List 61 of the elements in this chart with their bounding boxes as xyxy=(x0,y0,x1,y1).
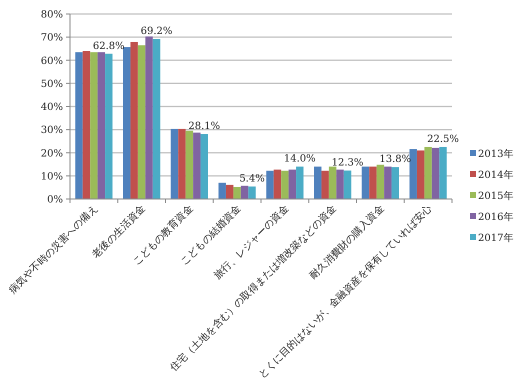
bar xyxy=(105,54,112,199)
y-tick-label: 20% xyxy=(40,148,63,160)
data-label: 62.8% xyxy=(92,40,125,52)
bar xyxy=(424,146,432,199)
bar xyxy=(170,128,178,199)
bar xyxy=(369,166,377,199)
bar xyxy=(314,166,322,199)
bar xyxy=(193,132,201,199)
bar xyxy=(130,42,138,199)
bar xyxy=(439,146,447,199)
legend-label: 2015年 xyxy=(478,190,514,202)
y-tick-label: 0% xyxy=(47,194,63,206)
bar xyxy=(416,150,424,199)
bar xyxy=(218,182,226,199)
data-label: 12.3% xyxy=(332,158,364,169)
bar xyxy=(321,170,329,199)
bar xyxy=(145,36,153,199)
y-tick-label: 70% xyxy=(40,32,63,44)
legend-label: 2014年 xyxy=(478,169,514,181)
data-label: 5.4% xyxy=(239,174,265,185)
bar xyxy=(226,184,234,199)
data-label: 22.5% xyxy=(427,134,459,145)
legend-label: 2017年 xyxy=(478,232,514,244)
bar xyxy=(362,166,370,199)
legend-label: 2013年 xyxy=(478,148,514,160)
bar xyxy=(296,166,304,199)
data-label: 28.1% xyxy=(188,121,220,132)
bar xyxy=(384,166,392,199)
bar xyxy=(75,52,83,199)
bar xyxy=(336,170,344,199)
bar xyxy=(186,130,194,199)
bar xyxy=(376,164,384,199)
bar xyxy=(90,52,98,199)
bar xyxy=(240,186,248,199)
bar xyxy=(432,148,440,199)
bar xyxy=(392,167,399,199)
bar xyxy=(152,38,160,199)
bar xyxy=(266,170,274,199)
bar xyxy=(138,45,146,199)
bar xyxy=(274,170,282,199)
legend-label: 2016年 xyxy=(478,211,514,223)
bar xyxy=(200,134,208,199)
y-tick-label: 30% xyxy=(40,125,63,136)
bar xyxy=(248,186,256,199)
bar xyxy=(281,170,289,199)
bar xyxy=(288,170,296,199)
bar xyxy=(98,52,106,199)
y-tick-label: 10% xyxy=(40,171,63,182)
y-tick-label: 50% xyxy=(40,78,63,90)
data-label: 69.2% xyxy=(140,26,172,37)
bar xyxy=(410,149,417,199)
y-tick-label: 80% xyxy=(40,10,63,20)
bar xyxy=(123,47,130,199)
bar xyxy=(233,186,241,199)
bar xyxy=(344,170,352,199)
y-tick-label: 60% xyxy=(40,56,63,67)
data-label: 14.0% xyxy=(284,154,316,165)
bar xyxy=(82,51,90,199)
y-tick-label: 40% xyxy=(40,102,63,113)
bar xyxy=(178,128,186,199)
bar xyxy=(328,166,336,199)
